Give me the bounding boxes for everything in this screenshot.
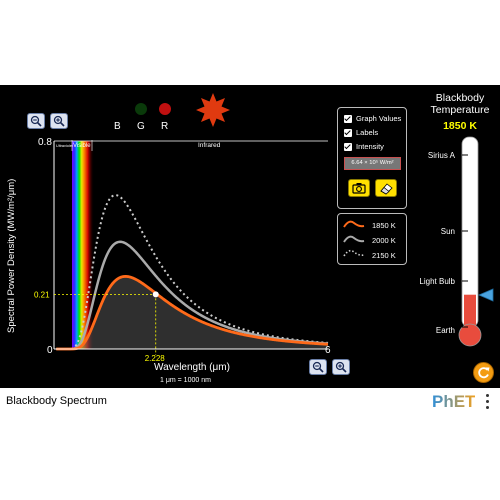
temperature-slider-thumb[interactable] [478, 288, 494, 302]
star-icon [196, 93, 230, 127]
temperature-readout: 1850 K [443, 120, 477, 132]
unit-note: 1 μm = 1000 nm [160, 377, 211, 384]
save-curve-button[interactable] [348, 179, 370, 197]
navigation-bar: Blackbody Spectrum PhET [0, 388, 500, 416]
graph-values-marker[interactable] [152, 291, 159, 298]
zoom-in-icon [335, 361, 347, 373]
checkbox-checked-icon [344, 142, 352, 151]
graph-values-label: Graph Values [356, 114, 402, 123]
intensity-checkbox[interactable]: Intensity [344, 142, 384, 151]
zoom-in-icon [53, 115, 65, 127]
graph-values-checkbox[interactable]: Graph Values [344, 114, 401, 123]
phet-logo[interactable]: PhET [432, 392, 475, 412]
zoom-out-icon [312, 361, 324, 373]
rgb-label-r: R [161, 121, 169, 132]
phet-logo-text: PhET [432, 392, 476, 411]
curve-1850k-fill [56, 276, 328, 349]
intensity-readout: 6.64 × 10⁵ W/m² [344, 157, 401, 170]
x-max-label: 6 [325, 345, 331, 356]
band-label-visible: Visible [73, 143, 91, 149]
rgb-label-b: B [114, 121, 121, 132]
horizontal-zoom-out-button[interactable] [309, 359, 327, 375]
phet-menu-button[interactable] [486, 394, 490, 412]
y-max-label: 0.8 [38, 137, 52, 148]
thermometer-title-line2: Temperature [430, 104, 490, 116]
legend-swatch-2000k [343, 235, 365, 243]
legend-label-1850k: 1850 K [372, 221, 396, 230]
infrared-fade [88, 141, 94, 349]
x-axis-title: Wavelength (μm) [154, 362, 230, 373]
eraser-icon [380, 183, 393, 195]
simulation-area: Ultraviolet Visible Infrared 0.21 2.228 … [0, 85, 500, 388]
legend-swatch-2150k [343, 249, 365, 257]
marker-x-value: 2.228 [145, 354, 166, 363]
intensity-value: 6.64 × 10⁵ W/m² [351, 160, 394, 166]
zoom-out-icon [30, 115, 42, 127]
marker-y-value: 0.21 [34, 290, 50, 299]
ultraviolet-band [54, 141, 72, 349]
vertical-zoom-out-button[interactable] [27, 113, 45, 129]
labels-checkbox[interactable]: Labels [344, 128, 378, 137]
legend-label-2000k: 2000 K [372, 236, 396, 245]
thermometer-fluid [464, 294, 476, 333]
rgb-label-g: G [137, 121, 145, 132]
mark-label-sirius-a: Sirius A [427, 151, 455, 160]
band-label-ultraviolet: Ultraviolet [56, 144, 74, 148]
red-light-icon [159, 103, 171, 115]
sim-title: Blackbody Spectrum [6, 395, 107, 407]
thermometer [458, 136, 482, 347]
erase-curves-button[interactable] [375, 179, 397, 197]
spectrum-graph: Ultraviolet Visible Infrared 0.21 2.228 … [6, 93, 331, 384]
intensity-label: Intensity [356, 142, 384, 151]
y-axis-title: Spectral Power Density (MW/m²/μm) [6, 179, 17, 333]
curve-2150k [56, 194, 329, 350]
mark-label-earth: Earth [435, 326, 455, 335]
camera-icon [352, 183, 366, 194]
reset-all-button[interactable] [473, 362, 494, 383]
curve-1850k [56, 275, 329, 351]
vertical-zoom-in-button[interactable] [50, 113, 68, 129]
curve-legend-panel: 1850 K 2000 K 2150 K [337, 213, 407, 265]
thermometer-bulb [458, 323, 482, 347]
labels-label: Labels [356, 128, 379, 137]
band-label-infrared: Infrared [198, 142, 221, 149]
reset-icon [478, 367, 490, 379]
checkbox-checked-icon [344, 114, 352, 123]
visible-spectrum [72, 141, 88, 349]
legend-swatch-1850k [343, 220, 365, 228]
options-panel: Graph Values Labels Intensity 6.64 × 10⁵… [337, 107, 407, 209]
checkbox-checked-icon [344, 128, 352, 137]
thermometer-title-line1: Blackbody [435, 92, 485, 104]
y-zero-label: 0 [47, 345, 53, 356]
green-light-icon [135, 103, 147, 115]
mark-label-sun: Sun [440, 227, 455, 236]
horizontal-zoom-in-button[interactable] [332, 359, 350, 375]
mark-label-light-bulb: Light Bulb [419, 277, 455, 286]
legend-label-2150k: 2150 K [372, 251, 396, 260]
